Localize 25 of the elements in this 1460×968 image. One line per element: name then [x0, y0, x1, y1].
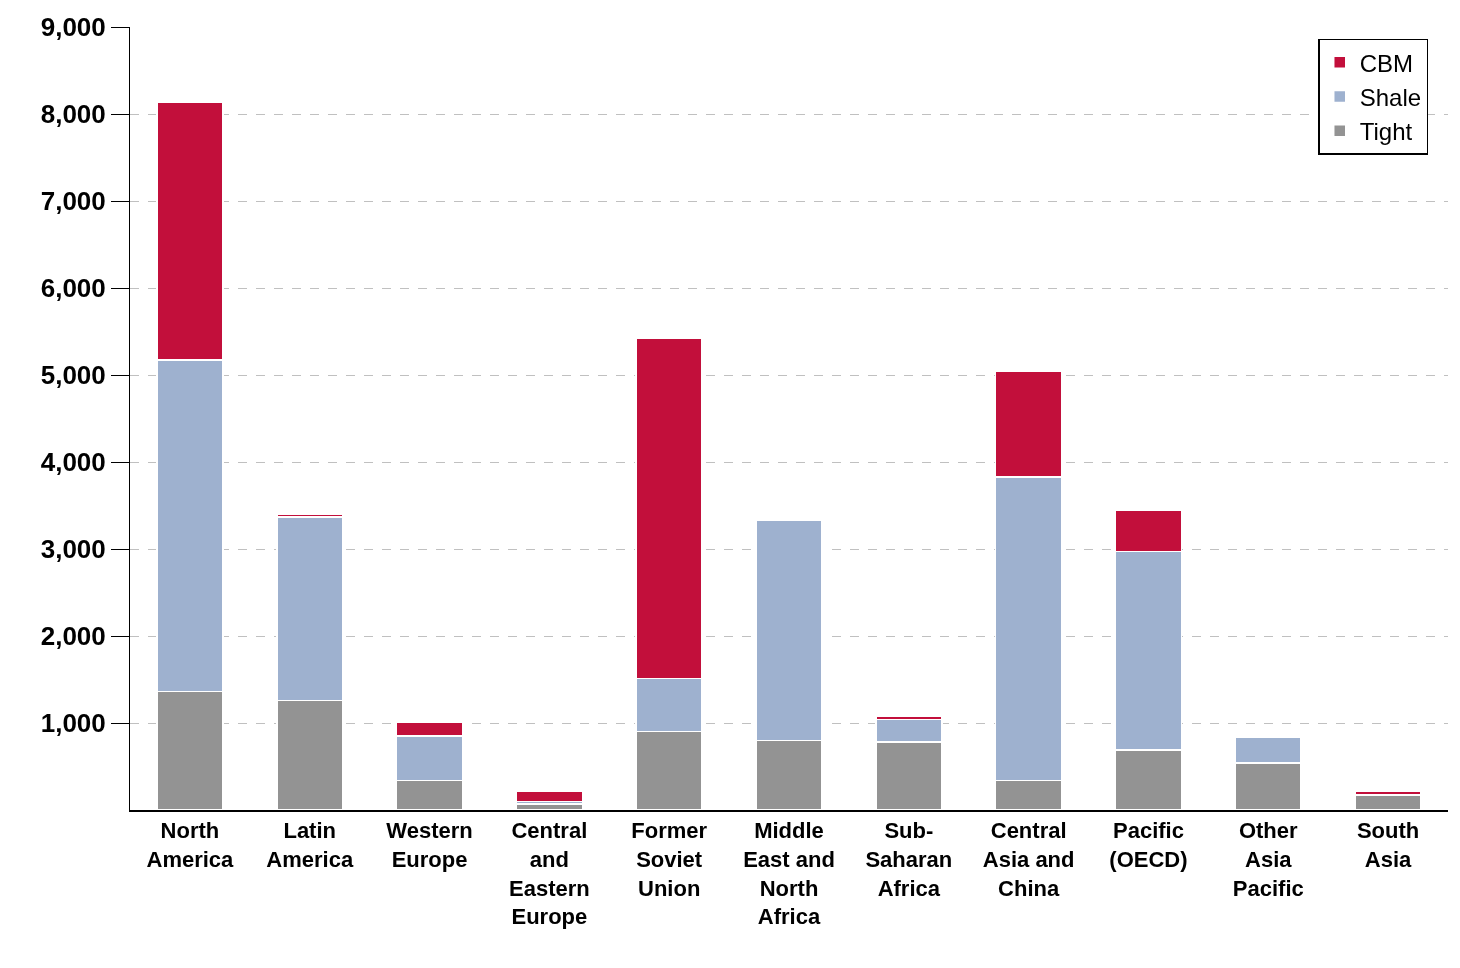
y-tick-label: 8,000	[40, 99, 106, 130]
legend-label: CBM	[1359, 49, 1414, 77]
x-tick-label: Sub-Saharan Africa	[865, 818, 953, 901]
bar	[515, 790, 584, 803]
x-tick-label: Other Asia Pacific	[1232, 818, 1304, 901]
x-tick-label: North America	[146, 818, 235, 872]
y-tick-label: 6,000	[40, 273, 106, 304]
legend-label: Shale	[1359, 83, 1422, 111]
y-tick-label: 5,000	[40, 360, 106, 391]
x-tick-label: Western Europe	[386, 818, 473, 872]
x-tick-label: Pacific (OECD)	[1109, 818, 1188, 872]
x-tick-label: Latin America	[266, 818, 354, 872]
y-tick-label: 7,000	[40, 186, 106, 217]
y-tick-label: 9,000	[40, 12, 106, 43]
y-tick-label: 3,000	[40, 534, 106, 565]
x-tick-label: South Asia	[1356, 818, 1420, 872]
bar	[1354, 794, 1422, 810]
y-tick-label: 4,000	[40, 447, 106, 478]
x-tick-label: Central Asia and China	[982, 818, 1075, 901]
legend-label: Tight	[1359, 118, 1413, 146]
y-tick-label: 1,000	[40, 708, 106, 739]
x-tick-label: Middle East and North Africa	[743, 818, 835, 930]
x-tick-label: Former Soviet Union	[631, 818, 708, 901]
x-tick-label: Central and Eastern Europe	[509, 818, 590, 930]
y-tick-label: 2,000	[40, 621, 106, 652]
